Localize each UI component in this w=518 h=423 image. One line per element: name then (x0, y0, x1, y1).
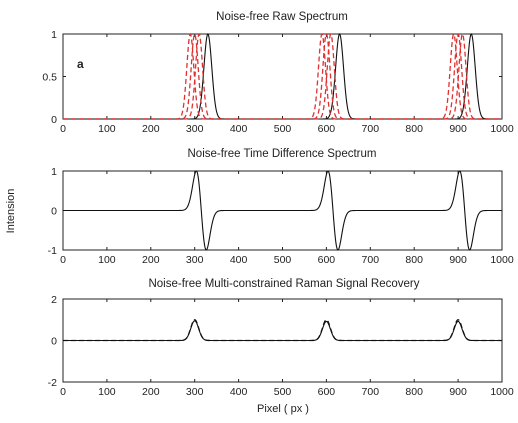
y-tick-label: 1 (51, 29, 57, 41)
axes-box (62, 33, 503, 120)
series-line-1 (63, 319, 502, 342)
y-tick-label: 0 (51, 114, 57, 126)
x-tick-label: 0 (60, 254, 66, 266)
x-tick-label: 600 (318, 254, 336, 266)
panel-difference-spectrum: Noise-free Time Difference Spectrum 0 100… (48, 148, 514, 266)
panel-raw-title: Noise-free Raw Spectrum (216, 11, 348, 23)
series-line-2 (63, 32, 502, 120)
x-tick-label: 900 (449, 123, 467, 135)
x-tick-label: 600 (318, 123, 336, 135)
x-tick-label: 1000 (490, 254, 514, 266)
x-tick-label: 200 (142, 254, 160, 266)
y-tick-label: 0 (51, 336, 57, 348)
x-tick-label: 500 (274, 386, 292, 398)
series-line-4 (63, 32, 502, 120)
x-tick-label: 300 (186, 386, 204, 398)
x-tick-label: 400 (230, 386, 248, 398)
x-tick-label: 700 (362, 123, 380, 135)
y-tick-label: 0.5 (42, 72, 57, 84)
x-tick-label: 1000 (490, 386, 514, 398)
y-tick-label: -2 (48, 377, 57, 389)
x-tick-label: 300 (186, 254, 204, 266)
x-tick-label: 800 (405, 123, 423, 135)
x-axis-label: Pixel ( px ) (257, 403, 309, 415)
panel-letter: a (77, 57, 84, 71)
x-tick-label: 0 (60, 386, 66, 398)
x-tick-label: 500 (274, 123, 292, 135)
panel-difference-title: Noise-free Time Difference Spectrum (188, 148, 377, 160)
x-tick-label: 200 (142, 123, 160, 135)
x-tick-label: 100 (98, 123, 116, 135)
x-tick-label: 100 (98, 386, 116, 398)
x-tick-label: 700 (362, 254, 380, 266)
series-line-1 (63, 33, 502, 120)
panel-raw-spectrum: Noise-free Raw Spectrum a 0 100 200 300 400 5… (42, 11, 513, 135)
y-axis-label: Intension (5, 189, 17, 234)
series-line-3 (63, 32, 502, 120)
x-tick-label: 400 (230, 254, 248, 266)
y-tick-label: -1 (48, 245, 57, 257)
x-tick-label: 900 (449, 254, 467, 266)
x-tick-label: 700 (362, 386, 380, 398)
x-tick-label: 0 (60, 123, 66, 135)
series-line-2 (63, 320, 502, 342)
x-tick-label: 800 (405, 254, 423, 266)
x-tick-label: 100 (98, 254, 116, 266)
x-tick-label: 900 (449, 386, 467, 398)
y-tick-label: 2 (51, 294, 57, 306)
y-tick-label: 0 (51, 206, 57, 218)
x-tick-label: 500 (274, 254, 292, 266)
y-tick-label: 1 (51, 166, 57, 178)
x-tick-label: 200 (142, 386, 160, 398)
series-line-1 (63, 170, 502, 251)
x-tick-label: 300 (186, 123, 204, 135)
panel-recovery-title: Noise-free Multi-constrained Raman Signa… (148, 278, 419, 290)
x-tick-label: 800 (405, 386, 423, 398)
x-tick-label: 600 (318, 386, 336, 398)
x-tick-label: 400 (230, 123, 248, 135)
panel-signal-recovery: Noise-free Multi-constrained Raman Signa… (48, 278, 514, 415)
x-tick-label: 1000 (490, 123, 514, 135)
